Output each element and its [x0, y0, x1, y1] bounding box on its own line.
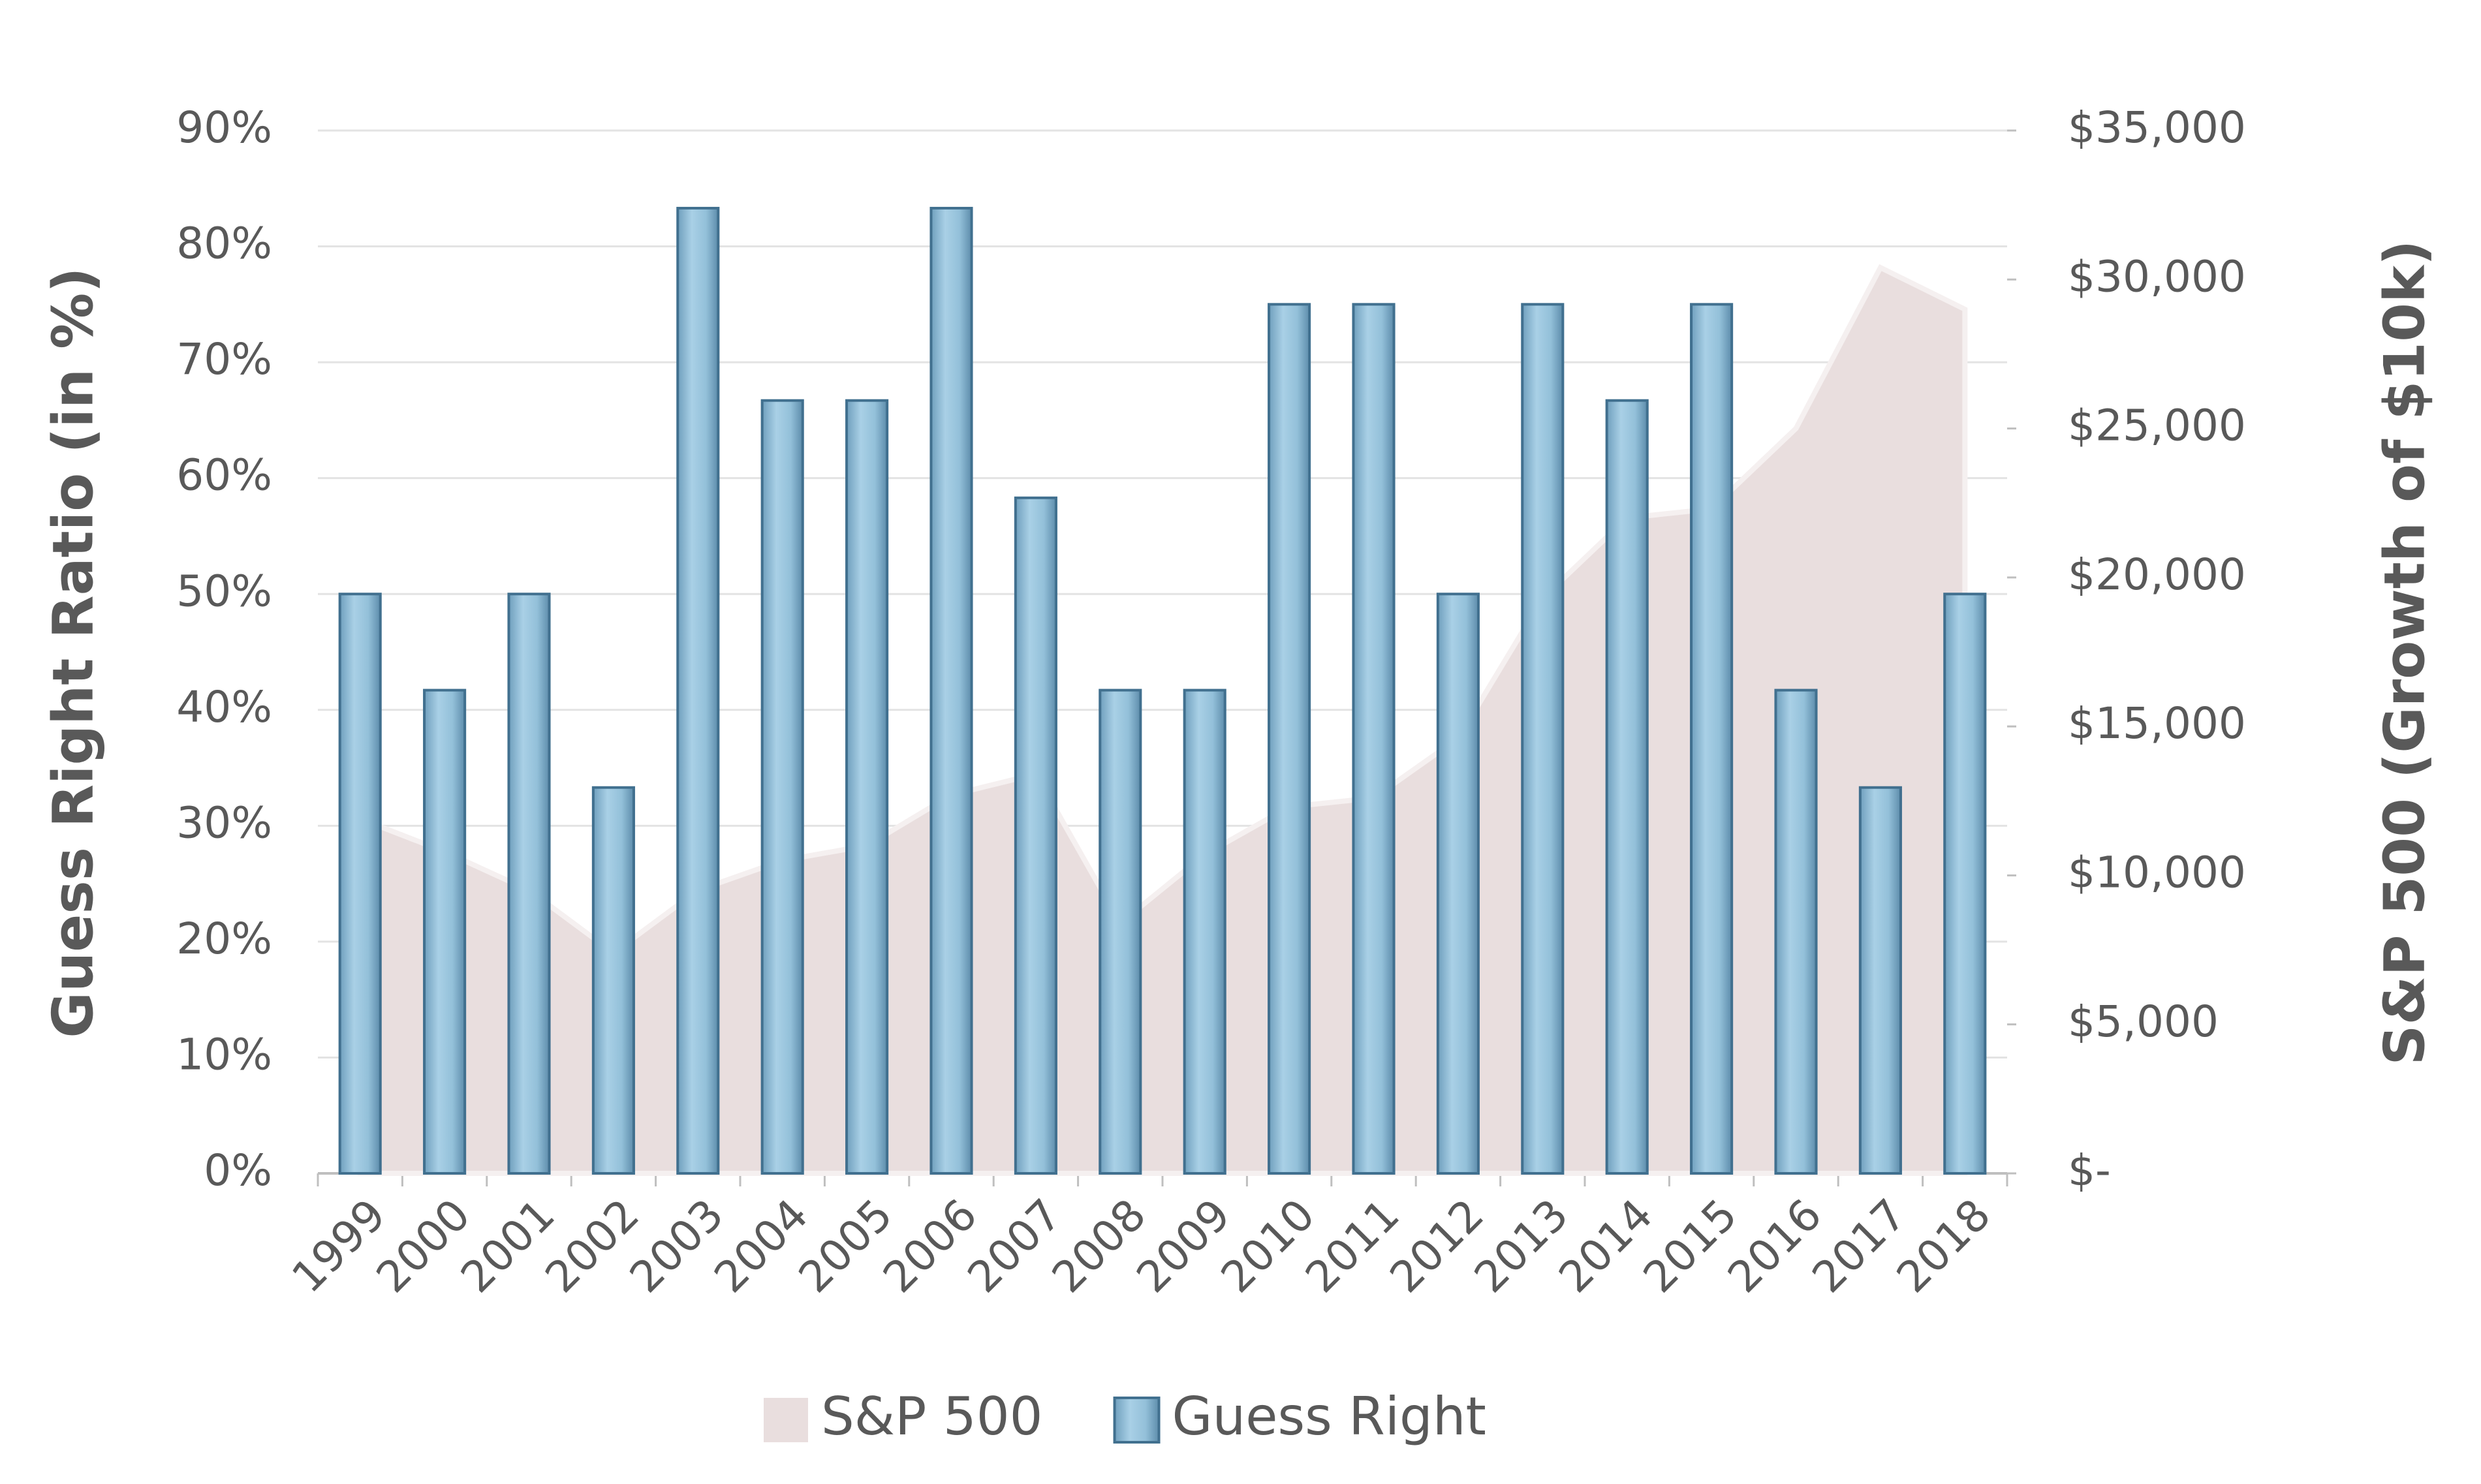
- x-tick-label: 2014: [1550, 1190, 1662, 1303]
- y-tick-label: 30%: [176, 797, 272, 848]
- bar: [676, 206, 720, 1175]
- legend-label: S&P 500: [821, 1386, 1043, 1447]
- y-tick-label: 40%: [176, 682, 272, 732]
- bar: [1605, 399, 1649, 1175]
- y-tick-label: 10%: [176, 1030, 272, 1080]
- y2-tick-label: $25,000: [2068, 401, 2246, 451]
- y2-tick-label: $30,000: [2068, 251, 2246, 301]
- bar: [1099, 688, 1142, 1175]
- y2-tick-label: $5,000: [2068, 997, 2219, 1047]
- bar: [1014, 496, 1057, 1175]
- bar: [423, 688, 467, 1175]
- bar: [1943, 593, 1987, 1175]
- y2-tick-label: $20,000: [2068, 549, 2246, 600]
- y-tick-label: 70%: [176, 334, 272, 384]
- x-tick-label: 2005: [789, 1190, 902, 1303]
- legend-swatch: [764, 1398, 808, 1442]
- bar: [1690, 303, 1734, 1175]
- x-tick-label: 1999: [283, 1190, 396, 1303]
- legend-label: Guess Right: [1172, 1386, 1486, 1447]
- x-tick-label: 2013: [1465, 1190, 1578, 1303]
- bar: [338, 593, 382, 1175]
- y2-axis-title: S&P 500 (Growth of $10k): [2372, 240, 2437, 1066]
- y-tick-label: 90%: [176, 102, 272, 153]
- y-tick-label: 50%: [176, 566, 272, 616]
- y-tick-label: 60%: [176, 450, 272, 501]
- y2-tick-label: $35,000: [2068, 102, 2246, 153]
- x-tick-label: 2011: [1296, 1190, 1409, 1303]
- x-tick-label: 2009: [1127, 1190, 1240, 1303]
- bar: [1436, 593, 1480, 1175]
- bar: [507, 593, 551, 1175]
- bar-layer: [338, 206, 1987, 1175]
- x-tick-label: 2007: [958, 1190, 1071, 1303]
- bar: [1183, 688, 1226, 1175]
- x-tick-label: 2002: [536, 1190, 649, 1303]
- x-tick-label: 2017: [1803, 1190, 1916, 1303]
- bar: [1858, 786, 1902, 1175]
- y2-tick-label: $15,000: [2068, 698, 2246, 749]
- x-tick-label: 2000: [367, 1190, 480, 1303]
- x-tick-label: 2008: [1042, 1190, 1155, 1303]
- y2-tick-label: $-: [2068, 1145, 2111, 1196]
- x-tick-label: 2010: [1211, 1190, 1324, 1303]
- bar: [760, 399, 804, 1175]
- y-tick-label: 20%: [176, 914, 272, 964]
- x-tick-label: 2003: [620, 1190, 733, 1303]
- y-axis-title: Guess Right Ratio (in %): [40, 267, 106, 1038]
- bar: [1352, 303, 1396, 1175]
- bar: [591, 786, 635, 1175]
- y2-tick-label: $10,000: [2068, 847, 2246, 897]
- legend-swatch: [1113, 1397, 1161, 1444]
- x-tick-label: 2001: [451, 1190, 564, 1303]
- y-tick-label: 80%: [176, 219, 272, 269]
- x-tick-label: 2016: [1718, 1190, 1831, 1303]
- x-tick-label: 2012: [1381, 1190, 1493, 1303]
- bar: [929, 206, 973, 1175]
- x-tick-label: 2018: [1887, 1190, 2000, 1303]
- x-tick-label: 2015: [1634, 1190, 1747, 1303]
- bar: [1774, 688, 1818, 1175]
- bar: [1268, 303, 1311, 1175]
- bar: [1521, 303, 1565, 1175]
- x-tick-label: 2006: [873, 1190, 986, 1303]
- x-tick-label: 2004: [705, 1190, 818, 1303]
- bar: [845, 399, 889, 1175]
- y-tick-label: 0%: [204, 1145, 272, 1196]
